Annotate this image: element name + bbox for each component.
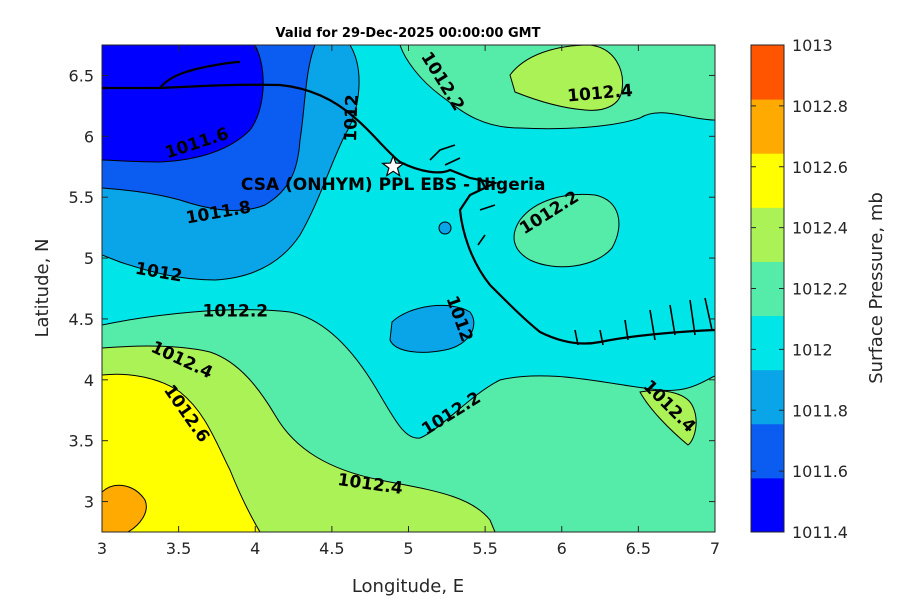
x-tick-label: 5	[403, 539, 413, 558]
colorbar-swatch	[751, 477, 784, 533]
x-tick-label: 6	[557, 539, 567, 558]
contour-line-1012.2-east	[513, 193, 620, 268]
x-tick-label: 3.5	[166, 539, 191, 558]
contour-line-1012.2-north	[399, 45, 715, 130]
colorbar-tick-label: 1012.4	[792, 219, 848, 238]
contour-line-1011.4	[102, 45, 264, 163]
x-tick-label: 4.5	[319, 539, 344, 558]
coastline	[102, 60, 715, 346]
colorbar	[751, 45, 784, 533]
contour-region-1012.2-east	[514, 194, 619, 267]
colorbar-swatch	[751, 423, 784, 479]
contour-region-1012.6	[102, 374, 260, 532]
colorbar-swatch	[751, 315, 784, 371]
contour-line-1012.2-south	[102, 309, 715, 439]
contour-line-1011.8	[102, 45, 360, 281]
y-tick-label: 4	[84, 371, 94, 390]
colorbar-tick-label: 1011.4	[792, 523, 848, 542]
colorbar-swatch	[751, 261, 784, 317]
contour-region-1012.4-north	[510, 45, 623, 111]
x-axis-label: Longitude, E	[352, 576, 464, 597]
creek-lines	[429, 144, 713, 346]
colorbar-ticks: 1011.4 1011.6 1011.8 1012 1012.2 1012.4 1012.6…	[751, 36, 848, 542]
colorbar-tick-label: 1011.6	[792, 462, 848, 481]
colorbar-tick-label: 1011.8	[792, 401, 848, 420]
contour-region-1011.8-low	[390, 305, 474, 353]
contour-label: 1012	[341, 94, 363, 142]
contour-line-1012.8	[102, 484, 147, 532]
x-tick-label: 3	[97, 539, 107, 558]
y-tick-label: 3	[84, 493, 94, 512]
colorbar-swatch	[751, 207, 784, 262]
contour-fill-layer	[102, 45, 715, 532]
y-tick-label: 3.5	[69, 432, 94, 451]
border-path	[159, 60, 241, 89]
x-tick-label: 5.5	[472, 539, 497, 558]
site-label: CSA (ONHYM) PPL EBS - Nigeria	[241, 175, 546, 195]
site-annotation: CSA (ONHYM) PPL EBS - Nigeria	[241, 154, 546, 195]
contour-region-1012.8	[102, 485, 147, 532]
y-tick-label: 4.5	[69, 310, 94, 329]
contour-line-1012.6	[102, 373, 261, 532]
contour-line-1012.4-east	[639, 390, 697, 446]
contour-region-1011.4	[102, 45, 264, 162]
colorbar-tick-label: 1012.6	[792, 158, 848, 177]
y-tick-label: 5	[84, 249, 94, 268]
y-axis-label: Latitude, N	[32, 239, 53, 338]
colorbar-swatch	[751, 369, 784, 425]
y-axis-ticks: 3 3.5 4 4.5 5 5.5 6 6.5	[69, 66, 715, 512]
x-tick-label: 7	[710, 539, 720, 558]
y-tick-label: 6	[84, 127, 94, 146]
site-star-marker	[381, 154, 406, 178]
chart-title: Valid for 29-Dec-2025 00:00:00 GMT	[276, 26, 541, 41]
colorbar-swatch	[751, 45, 784, 100]
x-axis-ticks: 3 3.5 4 4.5 5 5.5 6 6.5 7	[97, 45, 720, 558]
x-tick-label: 6.5	[626, 539, 651, 558]
contour-region-1011.8-dot	[438, 221, 452, 235]
contour-line-1012.4-south	[102, 345, 496, 532]
colorbar-tick-label: 1012	[792, 340, 833, 359]
contour-line-1011.6	[102, 45, 316, 211]
colorbar-swatch	[751, 153, 784, 208]
contour-region-1012.4-east	[640, 390, 697, 445]
coastline-path	[102, 83, 715, 345]
colorbar-tick-label: 1012.2	[792, 280, 848, 299]
colorbar-tick-label: 1012.8	[792, 97, 848, 116]
contour-lines	[102, 45, 715, 532]
y-tick-label: 5.5	[69, 188, 94, 207]
y-tick-label: 6.5	[69, 66, 94, 85]
contour-label: 1012.2	[203, 302, 269, 322]
contour-line-1012-low	[389, 304, 475, 353]
contour-line-1012.4-north	[509, 45, 624, 111]
colorbar-tick-label: 1013	[792, 36, 833, 55]
x-tick-label: 4	[250, 539, 260, 558]
colorbar-label: Surface Pressure, mb	[866, 192, 887, 384]
colorbar-swatch	[751, 99, 784, 154]
